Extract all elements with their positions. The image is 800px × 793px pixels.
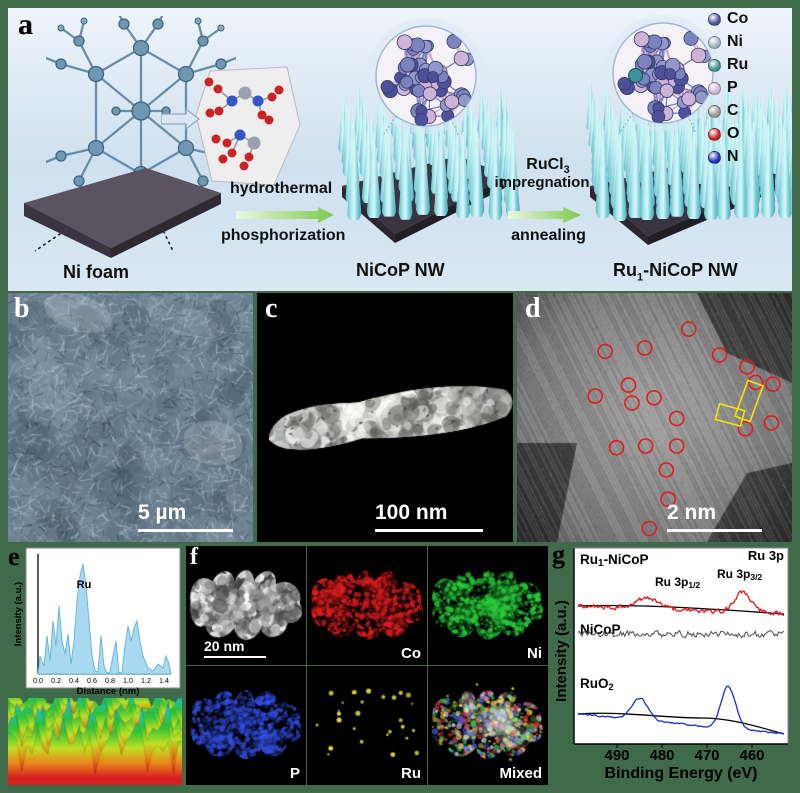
svg-text:0.4: 0.4 <box>69 676 79 685</box>
svg-text:Intensity (a.u.): Intensity (a.u.) <box>13 582 24 646</box>
svg-text:Ru1-NiCoP: Ru1-NiCoP <box>580 552 649 569</box>
svg-text:NiCoP: NiCoP <box>580 622 621 637</box>
svg-text:0.8: 0.8 <box>105 676 115 685</box>
svg-text:RuO2: RuO2 <box>580 676 614 692</box>
svg-text:Ru: Ru <box>77 579 92 591</box>
svg-text:Binding Energy (eV): Binding Energy (eV) <box>605 765 758 782</box>
svg-text:Ru 3p: Ru 3p <box>748 548 784 563</box>
svg-text:0.0: 0.0 <box>33 676 43 685</box>
svg-text:470: 470 <box>694 747 719 764</box>
svg-text:0.2: 0.2 <box>51 676 61 685</box>
svg-text:Intensity (a.u.): Intensity (a.u.) <box>553 600 570 702</box>
svg-text:0.6: 0.6 <box>87 676 97 685</box>
svg-text:480: 480 <box>649 747 674 764</box>
svg-text:1.2: 1.2 <box>141 676 151 685</box>
svg-text:1.0: 1.0 <box>123 676 133 685</box>
svg-text:Distance (nm): Distance (nm) <box>77 686 140 697</box>
svg-text:1.4: 1.4 <box>159 676 169 685</box>
svg-text:460: 460 <box>739 747 764 764</box>
svg-text:490: 490 <box>604 747 629 764</box>
